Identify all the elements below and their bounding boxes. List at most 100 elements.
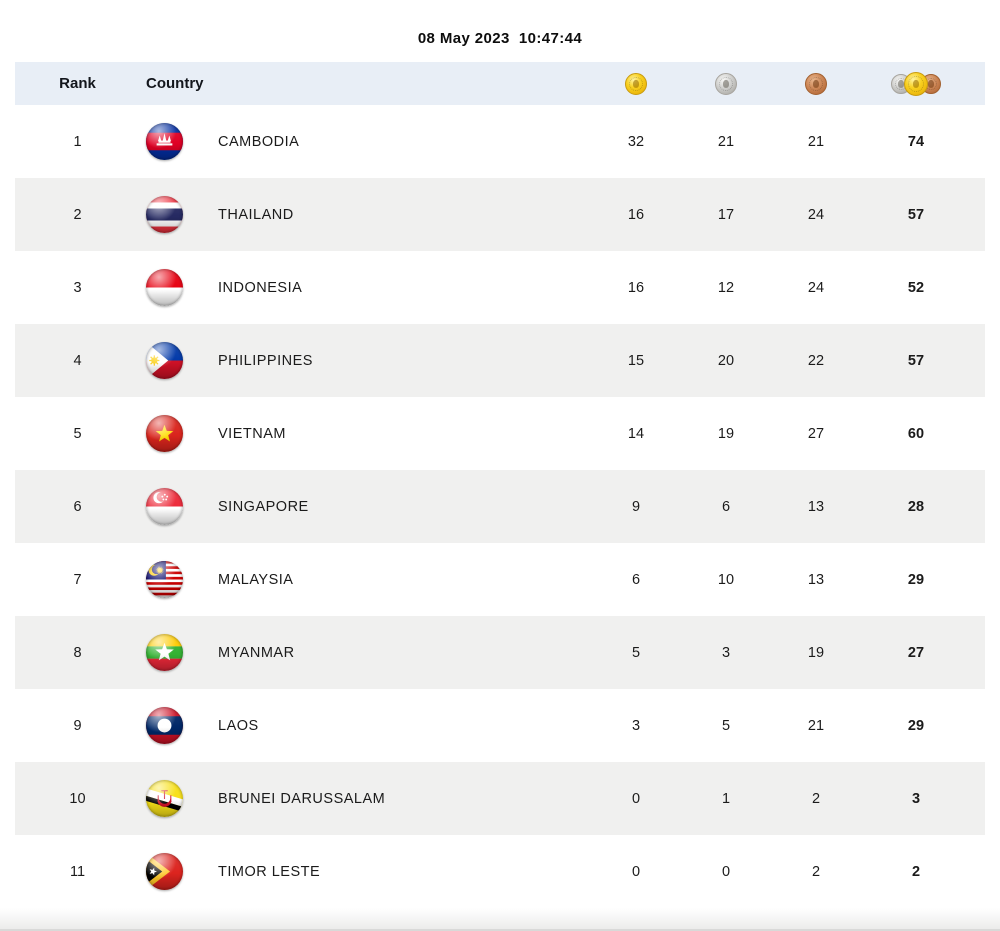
silver-count: 1 <box>721 790 731 807</box>
total-count: 57 <box>907 206 925 223</box>
bronze-medal-icon <box>805 72 827 95</box>
bronze-count: 21 <box>807 717 825 734</box>
total-count: 29 <box>907 571 925 588</box>
total-count: 29 <box>907 717 925 734</box>
country-cell: VIETNAM <box>140 397 591 470</box>
table-row: 1 CAMBODIA 32 21 21 74 <box>15 105 985 178</box>
silver-count: 21 <box>717 133 735 150</box>
country-cell: TIMOR LESTE <box>140 835 591 908</box>
table-row: 9 LAOS 3 5 21 29 <box>15 689 985 762</box>
table-row: 11 TIMOR LESTE 0 0 2 2 <box>15 835 985 908</box>
gold-count: 9 <box>631 498 641 515</box>
column-header-silver <box>681 62 771 105</box>
table-row: 4 PHILIPPINES 15 20 22 57 <box>15 324 985 397</box>
silver-count: 3 <box>721 644 731 661</box>
rank-value: 8 <box>73 644 82 661</box>
country-cell: LAOS <box>140 689 591 762</box>
flag-my-icon <box>146 561 183 598</box>
country-name: INDONESIA <box>218 279 303 296</box>
country-name: PHILIPPINES <box>218 352 313 369</box>
gold-count: 0 <box>631 863 641 880</box>
silver-count: 0 <box>721 863 731 880</box>
gold-count: 16 <box>627 206 645 223</box>
flag-th-icon <box>146 196 183 233</box>
flag-kh-icon <box>146 123 183 160</box>
silver-count: 19 <box>717 425 735 442</box>
country-name: VIETNAM <box>218 425 286 442</box>
table-row: 10 BRUNEI DARUSSALAM 0 1 2 3 <box>15 762 985 835</box>
gold-medal-icon <box>904 71 928 96</box>
country-name: SINGAPORE <box>218 498 309 515</box>
gold-count: 3 <box>631 717 641 734</box>
total-count: 60 <box>907 425 925 442</box>
rank-value: 5 <box>73 425 82 442</box>
flag-id-icon <box>146 269 183 306</box>
total-count: 3 <box>911 790 921 807</box>
gold-count: 14 <box>627 425 645 442</box>
flag-ph-icon <box>146 342 183 379</box>
country-cell: PHILIPPINES <box>140 324 591 397</box>
country-name: CAMBODIA <box>218 133 300 150</box>
bronze-count: 2 <box>811 790 821 807</box>
country-cell: SINGAPORE <box>140 470 591 543</box>
country-name: MYANMAR <box>218 644 295 661</box>
medal-table-rows: 1 CAMBODIA 32 21 21 74 2 THAILAND 16 17 … <box>15 105 985 908</box>
country-name: BRUNEI DARUSSALAM <box>218 790 386 807</box>
table-row: 2 THAILAND 16 17 24 57 <box>15 178 985 251</box>
gold-count: 32 <box>627 133 645 150</box>
country-cell: MYANMAR <box>140 616 591 689</box>
country-name: MALAYSIA <box>218 571 294 588</box>
column-header-gold <box>591 62 681 105</box>
column-header-rank: Rank <box>59 75 96 92</box>
bronze-count: 21 <box>807 133 825 150</box>
flag-sg-icon <box>146 488 183 525</box>
column-header-bronze <box>771 62 861 105</box>
total-count: 27 <box>907 644 925 661</box>
bronze-count: 19 <box>807 644 825 661</box>
rank-value: 7 <box>73 571 82 588</box>
table-row: 7 MALAYSIA 6 10 13 29 <box>15 543 985 616</box>
gold-count: 5 <box>631 644 641 661</box>
table-row: 5 VIETNAM 14 19 27 60 <box>15 397 985 470</box>
total-count: 2 <box>911 863 921 880</box>
column-header-country: Country <box>146 75 204 92</box>
country-name: THAILAND <box>218 206 294 223</box>
rank-value: 3 <box>73 279 82 296</box>
bronze-count: 24 <box>807 279 825 296</box>
country-cell: BRUNEI DARUSSALAM <box>140 762 591 835</box>
rank-value: 4 <box>73 352 82 369</box>
silver-count: 10 <box>717 571 735 588</box>
rank-value: 9 <box>73 717 82 734</box>
datetime-clock: 08 May 2023 10:47:44 <box>417 30 583 47</box>
total-count: 28 <box>907 498 925 515</box>
rank-value: 11 <box>69 863 86 880</box>
table-row: 6 SINGAPORE 9 6 13 28 <box>15 470 985 543</box>
flag-bn-icon <box>146 780 183 817</box>
silver-medal-icon <box>715 72 737 95</box>
gold-count: 6 <box>631 571 641 588</box>
gold-medal-icon <box>625 72 647 95</box>
table-row: 3 INDONESIA 16 12 24 52 <box>15 251 985 324</box>
silver-count: 17 <box>717 206 735 223</box>
total-count: 74 <box>907 133 925 150</box>
total-count: 52 <box>907 279 925 296</box>
total-medals-icon <box>891 71 941 96</box>
gold-count: 16 <box>627 279 645 296</box>
country-name: LAOS <box>218 717 259 734</box>
gold-count: 0 <box>631 790 641 807</box>
country-name: TIMOR LESTE <box>218 863 321 880</box>
silver-count: 12 <box>717 279 735 296</box>
flag-vn-icon <box>146 415 183 452</box>
country-cell: MALAYSIA <box>140 543 591 616</box>
table-row: 8 MYANMAR 5 3 19 27 <box>15 616 985 689</box>
rank-value: 2 <box>73 206 82 223</box>
silver-count: 20 <box>717 352 735 369</box>
bottom-fade <box>0 908 1000 931</box>
bronze-count: 13 <box>807 498 825 515</box>
country-cell: CAMBODIA <box>140 105 591 178</box>
silver-count: 5 <box>721 717 731 734</box>
bronze-count: 13 <box>807 571 825 588</box>
country-cell: INDONESIA <box>140 251 591 324</box>
country-cell: THAILAND <box>140 178 591 251</box>
